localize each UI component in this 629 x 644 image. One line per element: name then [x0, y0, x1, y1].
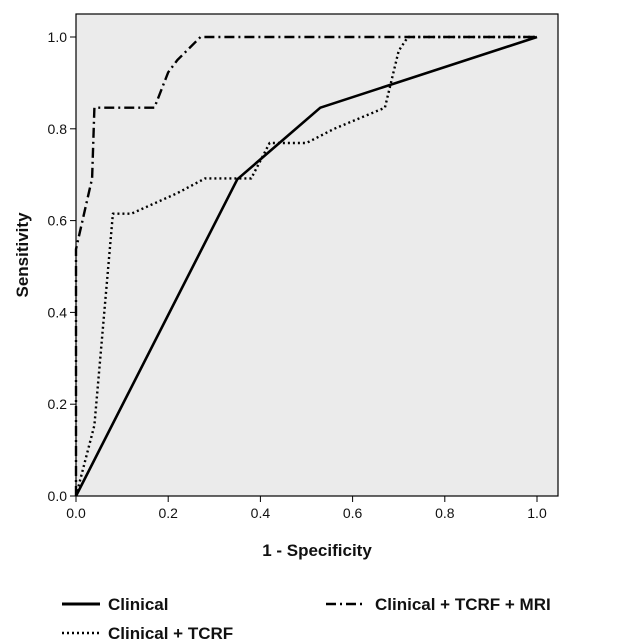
series-line-clinical-tcrf [74, 35, 537, 497]
series-line-clinical-tcrf-mri [74, 35, 537, 496]
y-tick-label: 0.2 [48, 396, 68, 412]
legend: Clinical Clinical + TCRF Clinical + TCRF… [62, 595, 551, 643]
x-tick-label: 0.4 [251, 505, 271, 521]
plot-background [75, 13, 559, 497]
x-tick-label: 0.6 [343, 505, 363, 521]
y-tick-label: 1.0 [48, 29, 68, 45]
x-tick-label: 1.0 [527, 505, 547, 521]
legend-label-clinical: Clinical [108, 595, 168, 614]
y-tick-label: 0.6 [48, 213, 68, 229]
x-tick-label: 0.0 [66, 505, 86, 521]
y-tick-label: 0.0 [48, 488, 68, 504]
legend-label-clinical-tcrf-mri: Clinical + TCRF + MRI [375, 595, 551, 614]
y-axis-title: Sensitivity [13, 212, 32, 298]
y-tick-label: 0.4 [48, 304, 68, 320]
x-tick-label: 0.2 [158, 505, 178, 521]
x-axis-title: 1 - Specificity [262, 541, 372, 560]
y-tick-label: 0.8 [48, 121, 68, 137]
series-lines [74, 35, 538, 497]
axis-ticks: 0.0 0.2 0.4 0.6 0.8 1.0 0.0 0.2 0.4 0.6 0.8 1.0 [48, 29, 547, 521]
legend-label-clinical-tcrf: Clinical + TCRF [108, 624, 233, 643]
x-tick-label: 0.8 [435, 505, 455, 521]
